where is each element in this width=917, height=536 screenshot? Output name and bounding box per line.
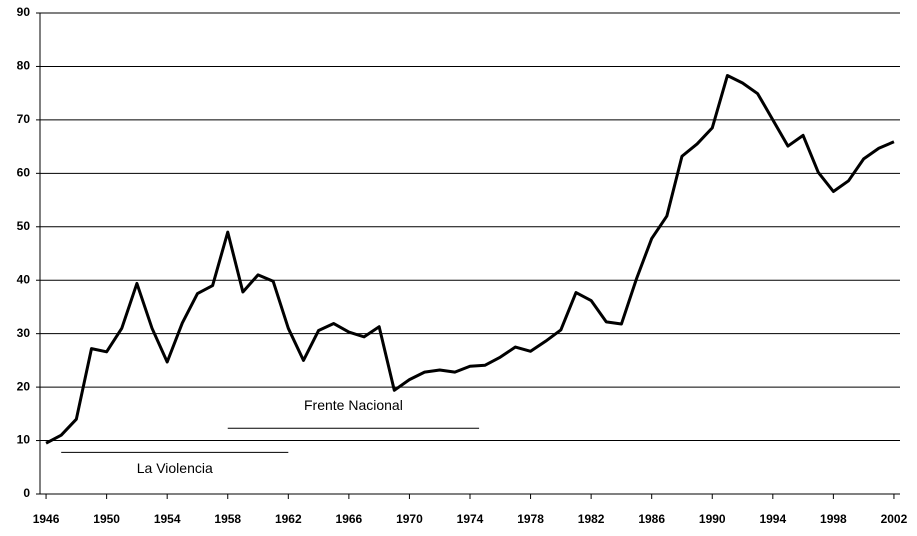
y-tick-label: 50 [17,219,31,233]
x-tick-label: 1998 [820,512,847,526]
y-tick-label: 30 [17,326,31,340]
x-tick-label: 1986 [638,512,665,526]
x-tick-label: 1990 [699,512,726,526]
x-tick-label: 1958 [214,512,241,526]
x-tick-label: 1946 [33,512,60,526]
x-tick-label: 1954 [154,512,181,526]
y-tick-label: 10 [17,433,31,447]
x-tick-label: 2002 [881,512,908,526]
y-tick-label: 70 [17,112,31,126]
data-line [45,74,895,445]
y-tick-label: 0 [23,486,30,500]
x-tick-label: 1994 [759,512,786,526]
annotation-text: La Violencia [137,460,213,476]
y-tick-label: 20 [17,379,31,393]
y-tick-label: 40 [17,272,31,286]
annotation-text: Frente Nacional [304,397,403,413]
y-tick-label: 90 [17,5,31,19]
x-tick-label: 1950 [93,512,120,526]
x-tick-label: 1974 [457,512,484,526]
x-tick-label: 1982 [578,512,605,526]
y-tick-label: 60 [17,166,31,180]
x-tick-label: 1962 [275,512,302,526]
x-tick-label: 1970 [396,512,423,526]
y-tick-label: 80 [17,59,31,73]
x-tick-label: 1966 [336,512,363,526]
x-tick-label: 1978 [517,512,544,526]
